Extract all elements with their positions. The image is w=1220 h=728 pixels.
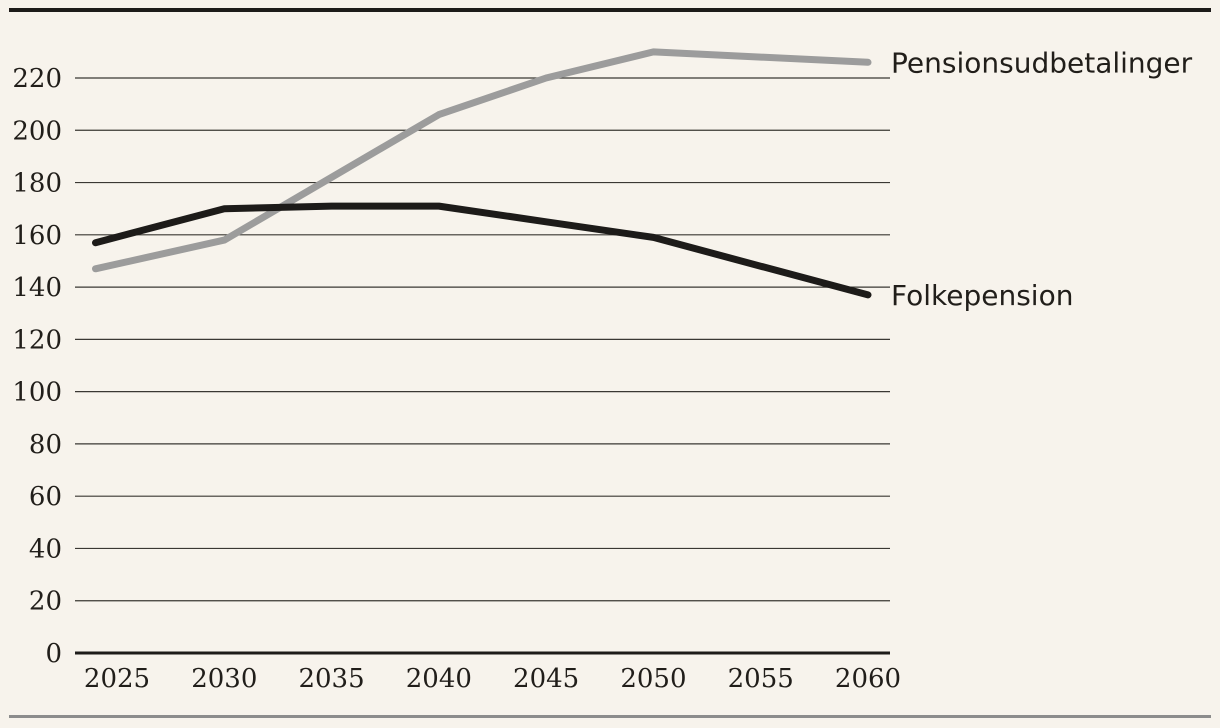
y-tick-label: 120 [12,325,62,355]
x-tick-label: 2060 [835,664,901,694]
series-line-pensionsudbetalinger [92,48,872,273]
y-tick-label: 80 [29,430,62,460]
x-tick-label: 2055 [728,664,794,694]
x-tick-label: 2040 [406,664,472,694]
y-tick-label: 20 [29,587,62,617]
y-tick-label: 40 [29,534,62,564]
x-tick-label: 2025 [84,664,150,694]
x-tick-label: 2045 [513,664,579,694]
series-label-folkepension: Folkepension [891,279,1073,312]
y-tick-label: 160 [12,221,62,251]
bottom-divider [9,715,1211,718]
y-tick-label: 100 [12,378,62,408]
top-divider [9,8,1211,12]
y-tick-label: 0 [45,639,62,669]
y-tick-label: 140 [12,273,62,303]
y-tick-label: 180 [12,169,62,199]
y-tick-label: 220 [12,64,62,94]
series-line-folkepension [92,202,872,299]
x-tick-label: 2050 [620,664,686,694]
y-tick-label: 200 [12,116,62,146]
x-tick-label: 2030 [191,664,257,694]
x-tick-label: 2035 [298,664,364,694]
series-label-pensionsudbetalinger: Pensionsudbetalinger [891,46,1193,79]
y-tick-label: 60 [29,482,62,512]
